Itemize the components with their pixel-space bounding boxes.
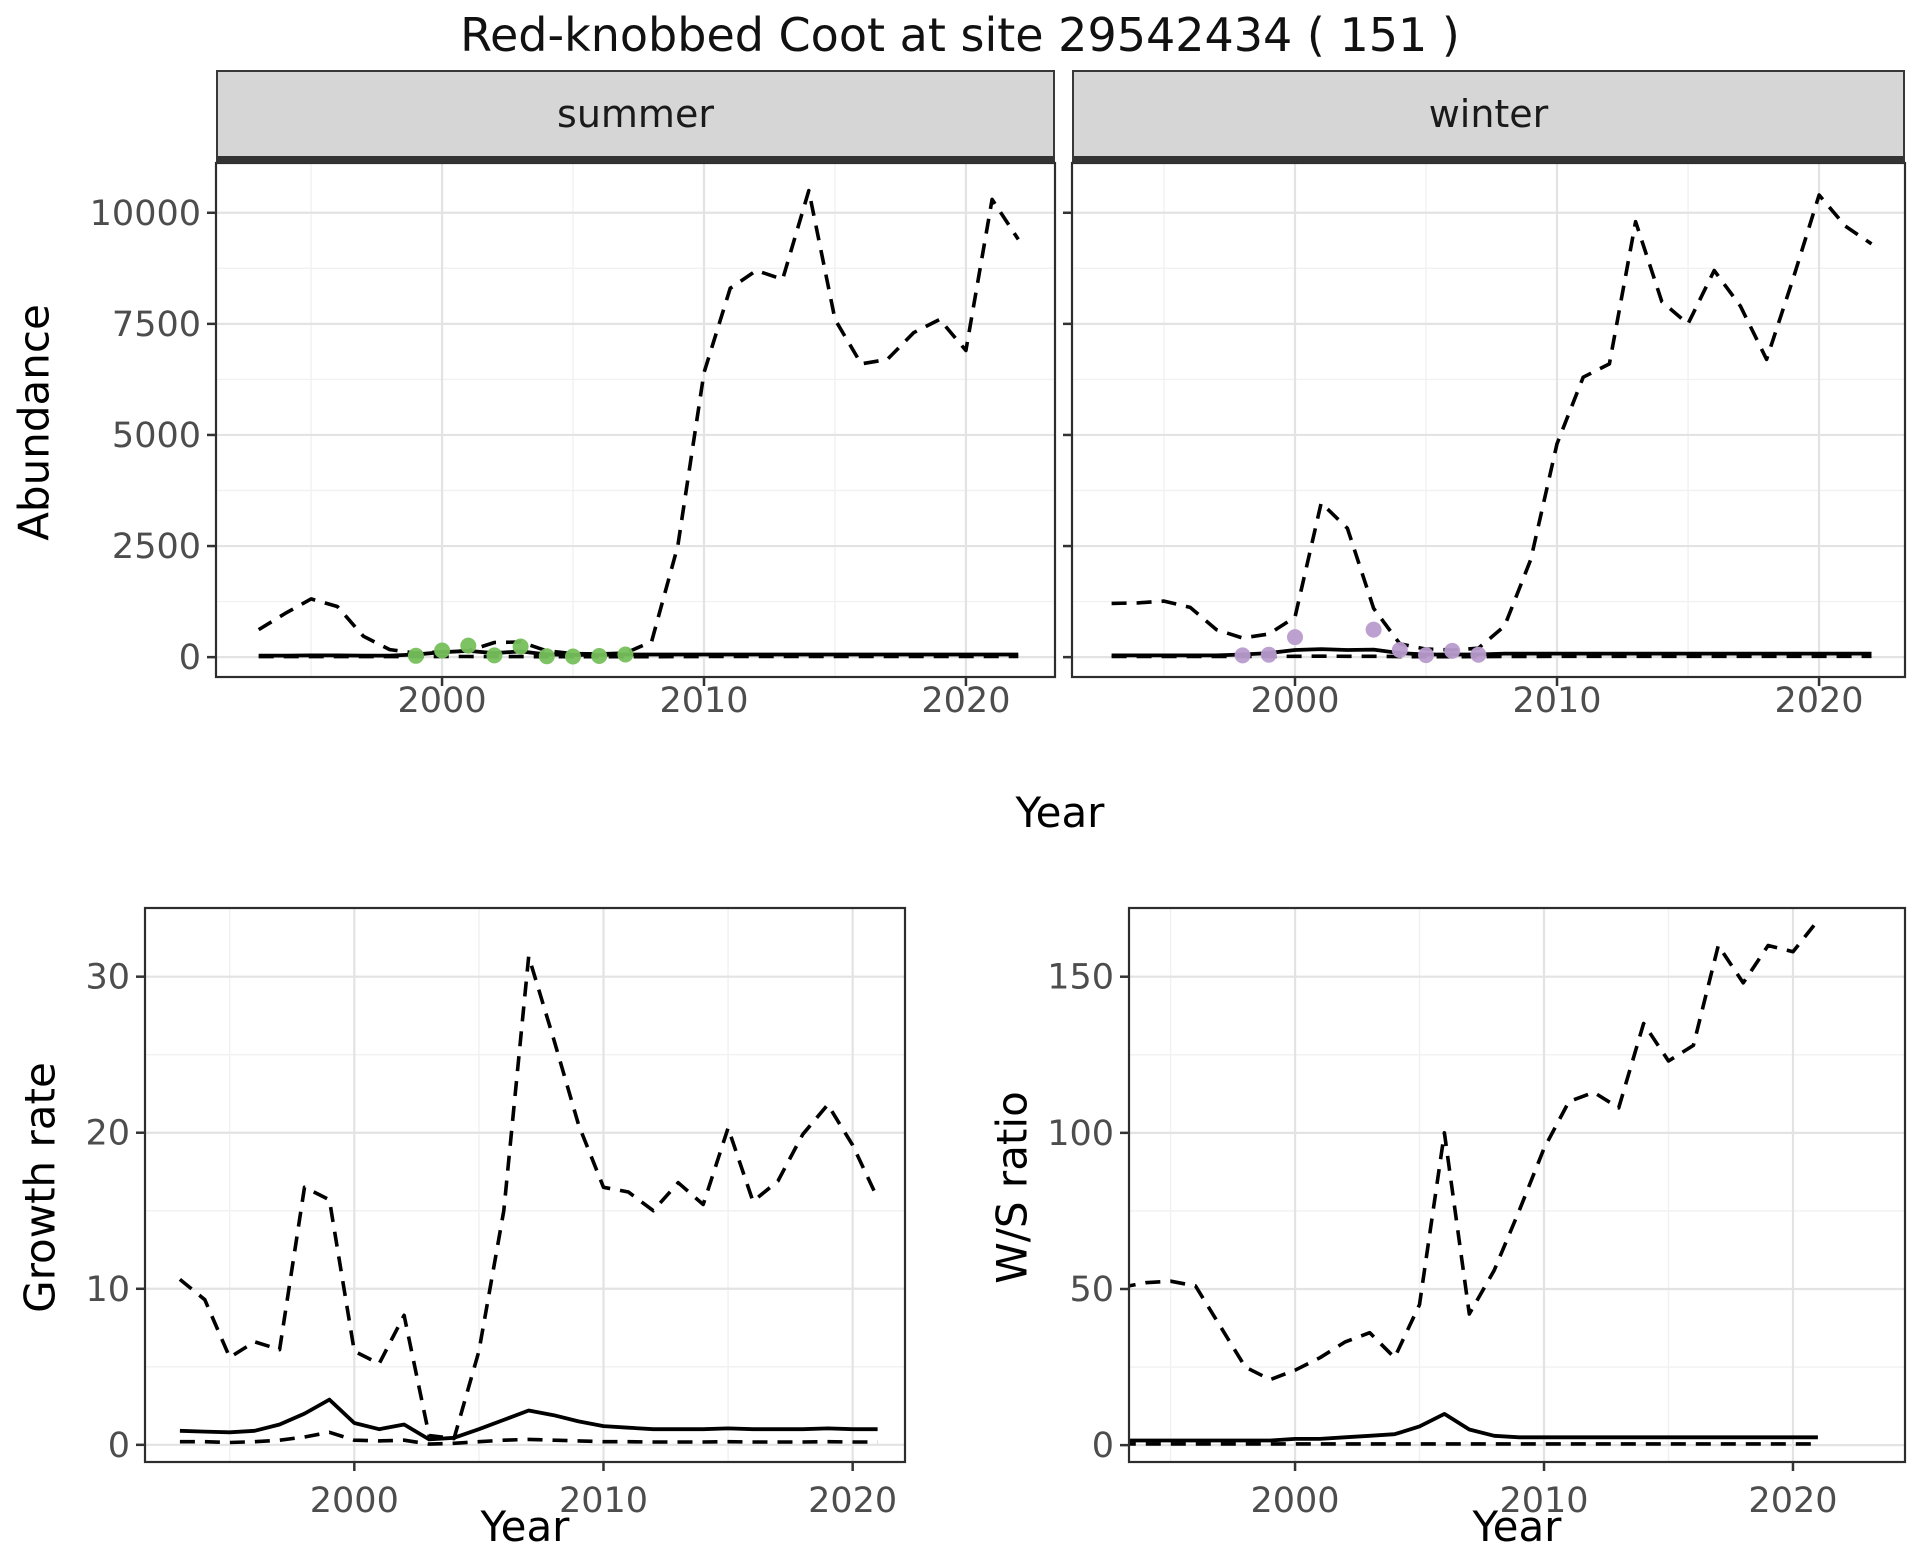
x-axis-tick-label: 2020 xyxy=(1748,1481,1837,1521)
y-axis-tick-label: 0 xyxy=(179,638,201,678)
y-axis-title-ws-ratio: W/S ratio xyxy=(987,1091,1037,1284)
abundance-summer-observed-point xyxy=(512,638,529,655)
abundance-summer-observed-point xyxy=(538,648,555,665)
panel-border xyxy=(1070,161,1907,679)
y-axis-tick-label: 10000 xyxy=(90,194,201,234)
facet-strip-summer-label: summer xyxy=(557,92,714,136)
panel-background xyxy=(216,163,1055,677)
x-axis-title-year-top: Year xyxy=(1015,788,1105,837)
growth-rate-panel: 2000 2010 2020 0 10 20 30 xyxy=(85,906,907,1521)
abundance-winter-observed-point xyxy=(1391,642,1408,658)
abundance-winter-observed-point xyxy=(1470,646,1487,663)
abundance-summer-upper_ci_dashed-line xyxy=(257,188,1020,656)
panel-border xyxy=(1127,906,1907,1464)
y-axis-tick-label: 2500 xyxy=(112,527,201,567)
facet-strip-winter-label: winter xyxy=(1428,92,1549,136)
x-axis-tick-label: 2000 xyxy=(1250,681,1339,721)
abundance-summer-observed-point xyxy=(486,647,503,664)
series-layer xyxy=(1128,919,1820,1446)
x-axis-tick-label: 2000 xyxy=(1251,1481,1340,1521)
abundance-winter-upper_ci_dashed-line xyxy=(1111,193,1873,652)
x-axis-title-year-ws: Year xyxy=(1472,1502,1562,1551)
y-axis-tick-label: 7500 xyxy=(112,305,201,345)
abundance-summer-fitted_solid-line xyxy=(258,649,1019,658)
x-axis-tick-label: 2010 xyxy=(659,681,748,721)
abundance-summer-panel: 2000 2010 2020 0 2500 5000 7500 10000 xyxy=(90,161,1057,721)
x-axis-tick-label: 2010 xyxy=(559,1481,648,1521)
x-axis-tick-label: 2000 xyxy=(398,681,487,721)
x-axis-tick-label: 2020 xyxy=(1775,681,1864,721)
growth-rate-lower_ci_dashed-line xyxy=(179,1430,878,1446)
y-axis-title-abundance: Abundance xyxy=(9,304,59,541)
abundance-summer-observed-point xyxy=(617,646,634,663)
facet-strip-summer: summer xyxy=(216,70,1055,163)
abundance-summer-observed-point xyxy=(460,637,477,654)
series-layer xyxy=(257,188,1020,665)
ws-ratio-panel: 2000 2010 2020 0 50 100 150 xyxy=(1047,906,1907,1521)
abundance-winter-observed-point xyxy=(1418,647,1434,664)
abundance-summer-observed-point xyxy=(434,642,451,659)
y-axis-tick-label: 150 xyxy=(1047,958,1114,998)
panel-background xyxy=(1072,163,1905,677)
x-axis-tick-label: 2020 xyxy=(808,1481,897,1521)
y-axis-tick-label: 0 xyxy=(1092,1426,1114,1466)
x-axis-title-year-growth: Year xyxy=(480,1502,570,1551)
panel-border xyxy=(214,161,1057,679)
panel-background xyxy=(145,908,905,1462)
x-axis-tick-label: 2010 xyxy=(1499,1481,1588,1521)
y-axis-tick-label: 5000 xyxy=(112,416,201,456)
x-axis-tick-label: 2010 xyxy=(1512,681,1601,721)
y-axis-tick-label: 0 xyxy=(108,1426,130,1466)
facet-strip-winter: winter xyxy=(1072,70,1905,163)
y-axis-tick-label: 100 xyxy=(1047,1114,1114,1154)
y-axis-tick-label: 30 xyxy=(85,958,130,998)
abundance-summer-observed-point xyxy=(591,648,608,664)
abundance-winter-observed-point xyxy=(1234,647,1251,664)
y-axis-tick-label: 20 xyxy=(85,1114,130,1154)
growth-rate-fitted_solid-line xyxy=(179,1397,878,1442)
abundance-summer-observed-point xyxy=(407,647,424,664)
x-axis-tick-label: 2000 xyxy=(310,1481,399,1521)
figure-title: Red-knobbed Coot at site 29542434 ( 151 … xyxy=(460,8,1460,62)
abundance-winter-observed-point xyxy=(1287,629,1303,646)
y-axis-title-growth-rate: Growth rate xyxy=(15,1062,65,1313)
abundance-winter-observed-point xyxy=(1365,621,1382,638)
abundance-winter-observed-point xyxy=(1444,642,1461,659)
abundance-winter-panel: 2000 2010 2020 xyxy=(1063,161,1907,721)
y-axis-tick-label: 50 xyxy=(1069,1270,1114,1310)
ws-ratio-upper_ci_dashed-line xyxy=(1128,919,1820,1382)
abundance-summer-observed-point xyxy=(565,648,581,665)
growth-rate-upper_ci_dashed-line xyxy=(178,954,880,1441)
abundance-winter-observed-point xyxy=(1260,646,1277,663)
y-axis-tick-label: 10 xyxy=(85,1270,130,1310)
panel-border xyxy=(143,906,907,1464)
series-layer xyxy=(1111,193,1873,664)
x-axis-tick-label: 2020 xyxy=(921,681,1010,721)
series-layer xyxy=(178,954,880,1446)
panel-background xyxy=(1129,908,1905,1462)
ws-ratio-fitted_solid-line xyxy=(1128,1412,1818,1443)
